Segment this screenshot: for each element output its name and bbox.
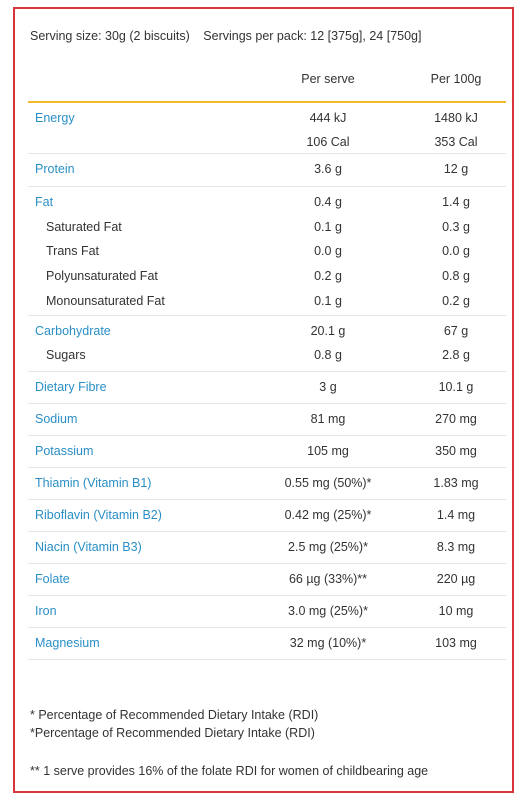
value-per-100g: 0.3 g	[442, 220, 470, 234]
value-per-serve: 32 mg (10%)*	[289, 636, 367, 650]
value-per-100g: 0.8 g	[442, 269, 470, 283]
nutrient-name: Niacin (Vitamin B3)	[35, 540, 142, 554]
value-per-100g: 2.8 g	[442, 348, 470, 362]
serving-size: Serving size: 30g (2 biscuits)	[30, 29, 190, 43]
value-per-100g: 353 Cal	[434, 135, 478, 149]
nutrient-name: Thiamin (Vitamin B1)	[35, 476, 152, 490]
value-per-serve: 0.8 g	[314, 348, 342, 362]
value-per-serve: 2.5 mg (25%)*	[288, 540, 368, 554]
table-row-folate: Folate 66 µg (33%)** 220 µg	[28, 564, 506, 596]
nutrient-subname: Monounsaturated Fat	[46, 294, 165, 308]
nutrient-name: Folate	[35, 572, 70, 586]
table-row-fat: Fat 0.4 g 1.4 g Saturated Fat 0.1 g 0.3 …	[28, 187, 506, 316]
value-per-100g: 1.4 mg	[436, 508, 476, 522]
value-per-100g: 0.2 g	[442, 294, 470, 308]
value-per-serve: 3.6 g	[314, 162, 342, 176]
nutrient-name: Fat	[35, 195, 54, 209]
value-per-100g: 10 mg	[438, 604, 474, 618]
table-header: Per serve Per 100g	[28, 67, 506, 103]
table-row-carbohydrate: Carbohydrate 20.1 g 67 g Sugars 0.8 g 2.…	[28, 316, 506, 372]
serving-info: Serving size: 30g (2 biscuits) Servings …	[30, 29, 421, 43]
value-per-serve: 3.0 mg (25%)*	[288, 604, 368, 618]
value-per-100g: 350 mg	[435, 444, 477, 458]
value-per-serve: 0.55 mg (50%)*	[284, 476, 372, 490]
value-per-serve: 0.4 g	[314, 195, 342, 209]
value-per-serve: 106 Cal	[306, 135, 350, 149]
table-row-thiamin: Thiamin (Vitamin B1) 0.55 mg (50%)* 1.83…	[28, 468, 506, 500]
column-header-per-100g: Per 100g	[430, 72, 482, 86]
value-per-serve: 20.1 g	[310, 324, 346, 338]
table-row-sodium: Sodium 81 mg 270 mg	[28, 404, 506, 436]
table-row-riboflavin: Riboflavin (Vitamin B2) 0.42 mg (25%)* 1…	[28, 500, 506, 532]
value-per-100g: 1.83 mg	[433, 476, 479, 490]
servings-per-pack: Servings per pack: 12 [375g], 24 [750g]	[203, 29, 422, 43]
nutrient-name: Carbohydrate	[35, 324, 111, 338]
value-per-100g: 1.4 g	[442, 195, 470, 209]
column-header-per-serve: Per serve	[301, 72, 355, 86]
nutrient-name: Dietary Fibre	[35, 380, 107, 394]
value-per-serve: 105 mg	[307, 444, 349, 458]
value-per-100g: 220 µg	[436, 572, 476, 586]
value-per-100g: 1480 kJ	[434, 111, 478, 125]
table-row-iron: Iron 3.0 mg (25%)* 10 mg	[28, 596, 506, 628]
value-per-100g: 12 g	[443, 162, 469, 176]
table-row-niacin: Niacin (Vitamin B3) 2.5 mg (25%)* 8.3 mg	[28, 532, 506, 564]
value-per-serve: 0.0 g	[314, 244, 342, 258]
table-row-energy: Energy 444 kJ 1480 kJ 106 Cal 353 Cal	[28, 103, 506, 154]
value-per-100g: 67 g	[443, 324, 469, 338]
value-per-serve: 444 kJ	[309, 111, 347, 125]
nutrient-subname: Sugars	[46, 348, 86, 362]
value-per-serve: 66 µg (33%)**	[288, 572, 368, 586]
value-per-100g: 270 mg	[435, 412, 477, 426]
value-per-serve: 0.42 mg (25%)*	[284, 508, 372, 522]
nutrient-subname: Trans Fat	[46, 244, 100, 258]
nutrient-name: Riboflavin (Vitamin B2)	[35, 508, 162, 522]
nutrient-subname: Polyunsaturated Fat	[46, 269, 158, 283]
nutrition-panel: Serving size: 30g (2 biscuits) Servings …	[13, 7, 514, 793]
nutrient-name: Protein	[35, 162, 75, 176]
nutrient-name: Potassium	[35, 444, 94, 458]
value-per-100g: 8.3 mg	[436, 540, 476, 554]
value-per-serve: 81 mg	[310, 412, 346, 426]
nutrient-name: Magnesium	[35, 636, 100, 650]
value-per-serve: 0.2 g	[314, 269, 342, 283]
nutrient-name: Energy	[35, 111, 75, 125]
footnote-folate: ** 1 serve provides 16% of the folate RD…	[30, 764, 429, 778]
value-per-100g: 0.0 g	[442, 244, 470, 258]
value-per-serve: 0.1 g	[314, 294, 342, 308]
value-per-100g: 10.1 g	[438, 380, 474, 394]
table-row-magnesium: Magnesium 32 mg (10%)* 103 mg	[28, 628, 506, 660]
table-row-potassium: Potassium 105 mg 350 mg	[28, 436, 506, 468]
table-row-dietary-fibre: Dietary Fibre 3 g 10.1 g	[28, 372, 506, 404]
nutrient-subname: Saturated Fat	[46, 220, 122, 234]
value-per-serve: 0.1 g	[314, 220, 342, 234]
footnote-rdi-2: *Percentage of Recommended Dietary Intak…	[30, 726, 315, 740]
value-per-serve: 3 g	[319, 380, 337, 394]
table-row-protein: Protein 3.6 g 12 g	[28, 154, 506, 187]
nutrient-name: Sodium	[35, 412, 78, 426]
nutrient-name: Iron	[35, 604, 57, 618]
value-per-100g: 103 mg	[435, 636, 477, 650]
footnote-rdi: * Percentage of Recommended Dietary Inta…	[30, 708, 319, 722]
